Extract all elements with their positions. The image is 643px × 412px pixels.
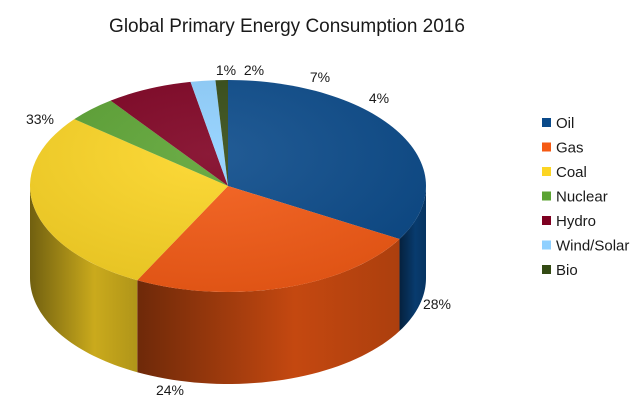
- legend-swatch-hydro: [542, 216, 551, 225]
- legend-label-gas: Gas: [556, 140, 584, 157]
- data-label-wind-solar: 2%: [244, 62, 264, 78]
- pie-side-oil: [399, 186, 426, 331]
- legend: Oil Gas Coal Nuclear Hydro Wind/Solar Bio: [542, 115, 629, 279]
- legend-swatch-bio: [542, 265, 551, 274]
- legend-label-coal: Coal: [556, 164, 587, 181]
- pie-side-coal: [30, 186, 138, 373]
- data-labels: 33% 24% 28% 4% 7% 2% 1%: [26, 62, 451, 398]
- data-label-gas: 24%: [156, 382, 184, 398]
- data-label-coal: 28%: [423, 296, 451, 312]
- legend-swatch-gas: [542, 142, 551, 152]
- chart-title: Global Primary Energy Consumption 2016: [109, 16, 465, 37]
- legend-label-bio: Bio: [556, 262, 578, 279]
- data-label-nuclear: 4%: [369, 90, 389, 106]
- pie-top-faces: [29, 79, 426, 293]
- legend-label-wind-solar: Wind/Solar: [556, 238, 629, 255]
- legend-swatch-coal: [542, 167, 551, 176]
- legend-label-oil: Oil: [556, 115, 574, 132]
- legend-label-nuclear: Nuclear: [556, 189, 608, 206]
- pie-side-walls: [30, 186, 426, 384]
- pie-side-gas: [137, 239, 400, 384]
- legend-swatch-wind-solar: [542, 240, 551, 250]
- legend-swatch-nuclear: [542, 191, 551, 201]
- legend-label-hydro: Hydro: [556, 213, 596, 230]
- legend-swatch-oil: [542, 118, 551, 127]
- pie-top-shading: [30, 80, 426, 292]
- data-label-oil: 33%: [26, 111, 54, 127]
- data-label-bio: 1%: [216, 62, 236, 78]
- data-label-hydro: 7%: [310, 69, 330, 85]
